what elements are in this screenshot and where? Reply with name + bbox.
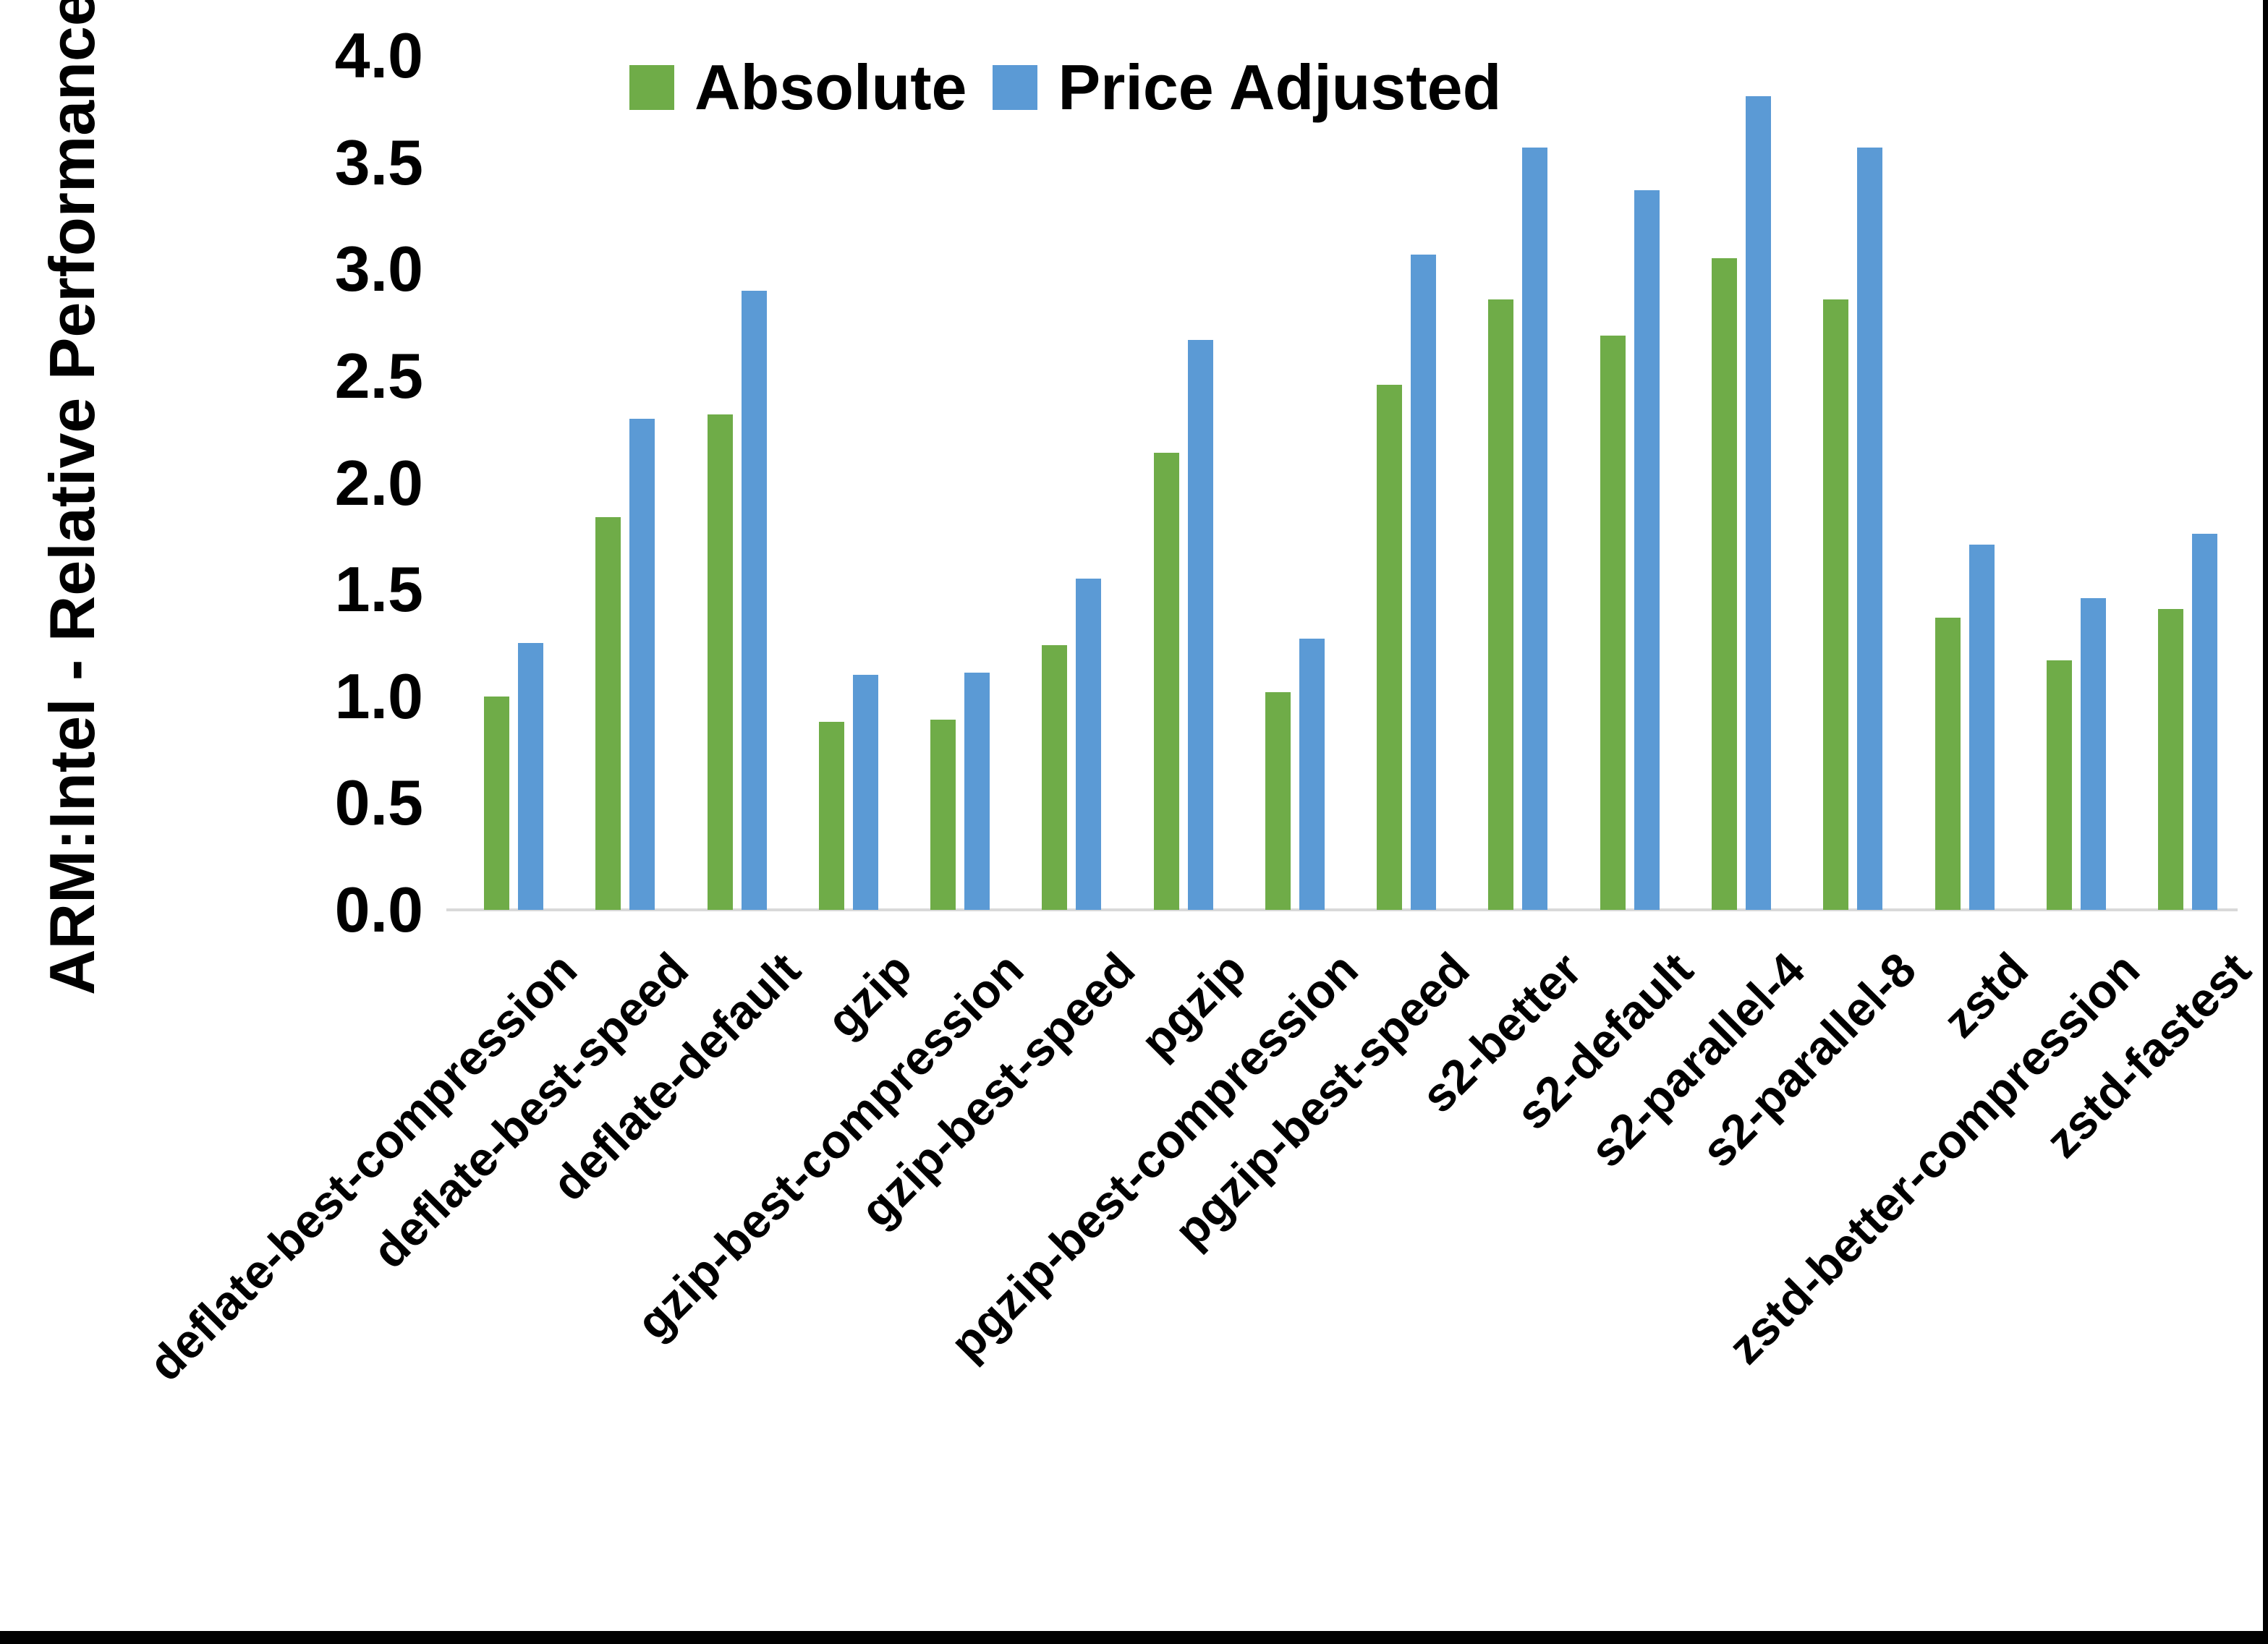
bar-absolute-pgzip-best-compression [1265,691,1291,910]
bar-price-adjusted-s2-default [1634,190,1660,910]
y-tick-label-0.5: 0.5 [334,767,423,839]
y-tick-label-3.0: 3.0 [334,233,423,305]
legend-label-absolute: Absolute [695,51,967,123]
bar-absolute-gzip-best-speed [1042,644,1068,910]
y-tick-label-0.0: 0.0 [334,874,423,945]
bar-absolute-gzip-best-compression [930,720,956,910]
bar-absolute-zstd-fastest [2158,608,2184,910]
y-tick-label-4.0: 4.0 [334,20,423,91]
y-tick-label-2.5: 2.5 [334,339,423,412]
bar-price-adjusted-deflate-default [741,290,767,910]
bar-price-adjusted-s2-better [1522,147,1548,910]
bar-absolute-s2-better [1488,299,1514,910]
bar-price-adjusted-gzip [852,675,878,910]
bar-price-adjusted-s2-parallel-8 [1857,147,1883,910]
y-tick-label-1.0: 1.0 [334,660,423,732]
bar-absolute-s2-default [1600,335,1626,910]
x-axis-line [446,908,2238,911]
price-adjusted-series-swatch-icon [993,65,1038,110]
bar-absolute-zstd-better-compression [2046,660,2072,910]
y-tick-label-3.5: 3.5 [334,126,423,198]
bar-absolute-pgzip-best-speed [1377,384,1403,910]
legend-label-price-adjusted: Price Adjusted [1058,51,1502,123]
bar-price-adjusted-zstd-fastest [2192,534,2218,910]
bar-absolute-s2-parallel-8 [1823,299,1849,910]
bar-absolute-zstd [1934,617,1961,910]
legend: Absolute Price Adjusted [629,51,1501,124]
bar-price-adjusted-zstd-better-compression [2080,597,2106,910]
y-tick-label-2.0: 2.0 [334,446,423,519]
y-axis-title: ARM:Intel - Relative Performance [36,0,108,995]
bar-price-adjusted-deflate-best-compression [518,642,543,910]
bar-absolute-s2-parallel-4 [1711,258,1737,910]
bar-absolute-deflate-default [707,414,733,910]
bar-absolute-deflate-best-compression [484,696,509,910]
y-tick-label-1.5: 1.5 [334,553,423,626]
bar-price-adjusted-pgzip [1187,339,1213,910]
bar-price-adjusted-zstd [1968,545,1995,910]
bar-absolute-deflate-best-speed [595,516,621,910]
bar-price-adjusted-deflate-best-speed [629,418,655,910]
legend-item-price-adjusted: Price Adjusted [993,51,1501,124]
bar-absolute-gzip [818,722,844,910]
bar-price-adjusted-pgzip-best-speed [1411,254,1437,910]
bar-price-adjusted-pgzip-best-compression [1299,639,1325,910]
bottom-frame-edge [0,1631,2268,1644]
legend-item-absolute: Absolute [629,51,967,124]
right-frame-edge [2263,0,2268,1644]
absolute-series-swatch-icon [629,65,674,110]
bar-absolute-pgzip [1153,453,1179,910]
bar-price-adjusted-gzip-best-compression [964,673,990,910]
bar-price-adjusted-gzip-best-speed [1076,579,1102,910]
x-axis-label-deflate-best-compression: deflate-best-compression [137,942,587,1391]
bar-price-adjusted-s2-parallel-4 [1745,96,1771,910]
